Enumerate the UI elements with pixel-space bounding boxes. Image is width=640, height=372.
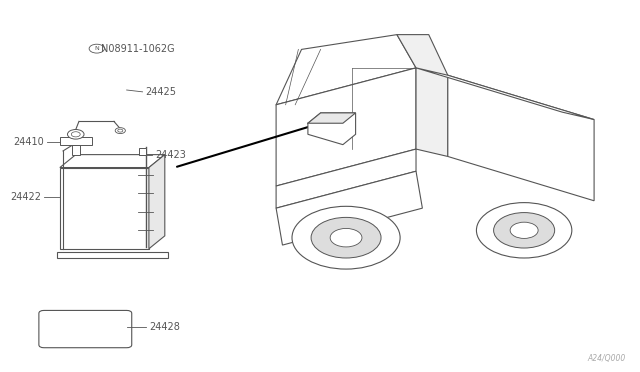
Polygon shape — [149, 155, 165, 249]
Circle shape — [292, 206, 400, 269]
Polygon shape — [276, 68, 429, 119]
Polygon shape — [448, 75, 594, 201]
Circle shape — [67, 129, 84, 139]
Polygon shape — [60, 155, 165, 167]
Polygon shape — [276, 171, 422, 245]
Circle shape — [330, 228, 362, 247]
Circle shape — [311, 217, 381, 258]
Circle shape — [115, 128, 125, 134]
Polygon shape — [308, 113, 356, 123]
Polygon shape — [308, 113, 356, 145]
Circle shape — [510, 222, 538, 238]
Circle shape — [118, 129, 123, 132]
FancyBboxPatch shape — [39, 310, 132, 348]
Text: 24428: 24428 — [149, 322, 180, 332]
Polygon shape — [397, 35, 448, 157]
Text: N: N — [94, 46, 99, 51]
Polygon shape — [276, 68, 416, 186]
Bar — [140, 148, 146, 155]
Text: 24425: 24425 — [146, 87, 177, 97]
FancyBboxPatch shape — [60, 167, 149, 249]
Bar — [57, 253, 168, 258]
Circle shape — [493, 212, 555, 248]
Polygon shape — [276, 149, 416, 208]
Text: N08911-1062G: N08911-1062G — [101, 44, 175, 54]
Polygon shape — [60, 137, 92, 145]
Text: 24423: 24423 — [156, 150, 186, 160]
Circle shape — [89, 44, 104, 53]
Text: 24422: 24422 — [10, 192, 41, 202]
Text: 24410: 24410 — [13, 137, 44, 147]
Polygon shape — [416, 68, 594, 119]
Text: A24/Q000: A24/Q000 — [588, 354, 626, 363]
Bar — [72, 145, 79, 155]
Circle shape — [71, 132, 80, 137]
Circle shape — [476, 203, 572, 258]
Polygon shape — [276, 35, 416, 105]
